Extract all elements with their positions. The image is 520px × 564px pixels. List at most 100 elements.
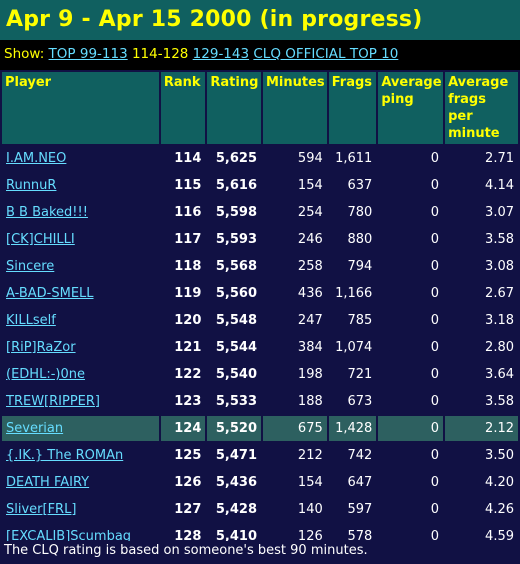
- frags-cell: 742: [328, 443, 377, 468]
- fpm-cell: 3.18: [445, 308, 518, 333]
- player-cell: B B Baked!!!: [2, 200, 159, 225]
- show-link-129-143[interactable]: 129-143: [192, 46, 250, 62]
- rating-cell: 5,593: [207, 227, 261, 252]
- rating-cell: 5,598: [207, 200, 261, 225]
- show-link-top-99-113[interactable]: TOP 99-113: [48, 46, 128, 62]
- rank-cell: 123: [160, 389, 206, 414]
- frags-cell: 1,166: [328, 281, 377, 306]
- minutes-cell: 212: [263, 443, 327, 468]
- fpm-cell: 4.20: [445, 470, 518, 495]
- player-link[interactable]: I.AM.NEO: [6, 151, 67, 166]
- player-cell: Severian: [2, 416, 159, 441]
- player-link[interactable]: Severian: [6, 421, 64, 436]
- rating-cell: 5,428: [207, 497, 261, 522]
- rankings-table: Player Rank Rating Minutes Frags Average…: [0, 70, 520, 551]
- player-cell: KILLself: [2, 308, 159, 333]
- fpm-cell: 3.07: [445, 200, 518, 225]
- minutes-cell: 258: [263, 254, 327, 279]
- ping-cell: 0: [378, 470, 444, 495]
- rating-cell: 5,540: [207, 362, 261, 387]
- player-cell: Sincere: [2, 254, 159, 279]
- header-frags: Frags: [328, 72, 377, 144]
- rank-cell: 119: [160, 281, 206, 306]
- player-link[interactable]: {.IK.} The ROMAn: [6, 448, 124, 463]
- ping-cell: 0: [378, 254, 444, 279]
- player-cell: Sliver[FRL]: [2, 497, 159, 522]
- player-link[interactable]: [EXCALIB]Scumbag: [6, 529, 132, 544]
- rank-cell: 126: [160, 470, 206, 495]
- table-row: Sliver[FRL] 127 5,428 140 597 0 4.26: [2, 497, 518, 522]
- frags-cell: 794: [328, 254, 377, 279]
- rating-cell: 5,436: [207, 470, 261, 495]
- minutes-cell: 594: [263, 146, 327, 171]
- player-cell: [RiP]RaZor: [2, 335, 159, 360]
- minutes-cell: 154: [263, 173, 327, 198]
- rank-cell: 120: [160, 308, 206, 333]
- fpm-cell: 3.08: [445, 254, 518, 279]
- minutes-cell: 140: [263, 497, 327, 522]
- table-header-row: Player Rank Rating Minutes Frags Average…: [2, 72, 518, 144]
- player-link[interactable]: B B Baked!!!: [6, 205, 88, 220]
- minutes-cell: 675: [263, 416, 327, 441]
- rating-cell: 5,616: [207, 173, 261, 198]
- player-cell: DEATH FAIRY: [2, 470, 159, 495]
- header-player: Player: [2, 72, 159, 144]
- player-link[interactable]: KILLself: [6, 313, 56, 328]
- table-row: (EDHL:-)0ne 122 5,540 198 721 0 3.64: [2, 362, 518, 387]
- frags-cell: 785: [328, 308, 377, 333]
- fpm-cell: 4.26: [445, 497, 518, 522]
- rating-cell: 5,560: [207, 281, 261, 306]
- fpm-cell: 3.50: [445, 443, 518, 468]
- ping-cell: 0: [378, 497, 444, 522]
- rating-cell: 5,533: [207, 389, 261, 414]
- fpm-cell: 2.71: [445, 146, 518, 171]
- player-link[interactable]: [CK]CHILLI: [6, 232, 75, 247]
- player-link[interactable]: Sliver[FRL]: [6, 502, 77, 517]
- ping-cell: 0: [378, 173, 444, 198]
- table-row: RunnuR 115 5,616 154 637 0 4.14: [2, 173, 518, 198]
- rank-cell: 118: [160, 254, 206, 279]
- rank-cell: 116: [160, 200, 206, 225]
- minutes-cell: 384: [263, 335, 327, 360]
- player-link[interactable]: TREW[RIPPER]: [6, 394, 100, 409]
- fpm-cell: 3.58: [445, 389, 518, 414]
- ping-cell: 0: [378, 308, 444, 333]
- rank-cell: 125: [160, 443, 206, 468]
- frags-cell: 1,074: [328, 335, 377, 360]
- ping-cell: 0: [378, 200, 444, 225]
- player-link[interactable]: (EDHL:-)0ne: [6, 367, 85, 382]
- ping-cell: 0: [378, 146, 444, 171]
- show-label: Show:: [4, 46, 45, 62]
- rank-cell: 127: [160, 497, 206, 522]
- ping-cell: 0: [378, 389, 444, 414]
- rank-cell: 124: [160, 416, 206, 441]
- fpm-cell: 2.67: [445, 281, 518, 306]
- fpm-cell: 2.12: [445, 416, 518, 441]
- header-minutes: Minutes: [263, 72, 327, 144]
- player-link[interactable]: Sincere: [6, 259, 55, 274]
- player-link[interactable]: DEATH FAIRY: [6, 475, 90, 490]
- header-average-ping: Average ping: [378, 72, 444, 144]
- player-link[interactable]: RunnuR: [6, 178, 57, 193]
- frags-cell: 780: [328, 200, 377, 225]
- player-link[interactable]: [RiP]RaZor: [6, 340, 76, 355]
- rank-cell: 121: [160, 335, 206, 360]
- player-link[interactable]: A-BAD-SMELL: [6, 286, 94, 301]
- rank-cell: 114: [160, 146, 206, 171]
- fpm-cell: 3.64: [445, 362, 518, 387]
- table-row: {.IK.} The ROMAn 125 5,471 212 742 0 3.50: [2, 443, 518, 468]
- rating-cell: 5,520: [207, 416, 261, 441]
- frags-cell: 647: [328, 470, 377, 495]
- player-cell: {.IK.} The ROMAn: [2, 443, 159, 468]
- minutes-cell: 188: [263, 389, 327, 414]
- minutes-cell: 154: [263, 470, 327, 495]
- rating-cell: 5,471: [207, 443, 261, 468]
- table-row: [RiP]RaZor 121 5,544 384 1,074 0 2.80: [2, 335, 518, 360]
- minutes-cell: 436: [263, 281, 327, 306]
- show-link-clq-official-top-10[interactable]: CLQ OFFICIAL TOP 10: [253, 46, 399, 62]
- player-cell: (EDHL:-)0ne: [2, 362, 159, 387]
- header-rating: Rating: [207, 72, 261, 144]
- table-row: A-BAD-SMELL 119 5,560 436 1,166 0 2.67: [2, 281, 518, 306]
- header-rank: Rank: [160, 72, 206, 144]
